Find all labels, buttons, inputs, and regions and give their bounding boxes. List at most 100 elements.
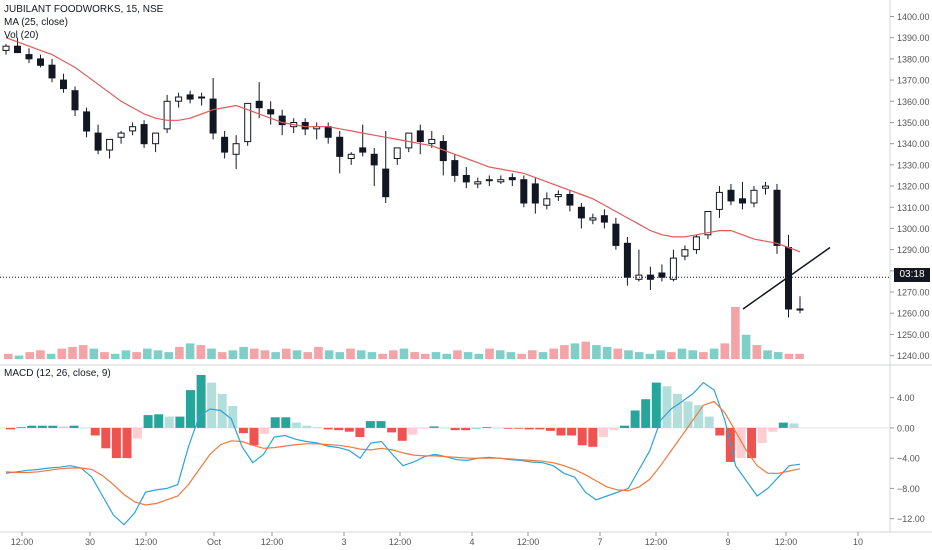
macd-histogram-bar xyxy=(567,427,577,436)
candle-up xyxy=(232,143,240,155)
macd-histogram-bar xyxy=(196,375,206,428)
candle-down xyxy=(71,90,79,111)
candle-down xyxy=(37,58,44,66)
volume-bar xyxy=(795,353,804,359)
time-axis-label: 3 xyxy=(341,537,346,547)
macd-histogram-bar xyxy=(334,427,344,431)
volume-bar xyxy=(560,345,569,359)
price-axis-label: 1400.00 xyxy=(897,12,930,22)
volume-bar xyxy=(346,348,355,359)
volume-bar xyxy=(431,352,441,359)
volume-bar xyxy=(389,350,398,359)
volume-bar xyxy=(656,350,665,359)
macd-histogram-bar xyxy=(207,382,217,428)
candle-up xyxy=(485,179,493,182)
macd-histogram-bar xyxy=(323,427,333,430)
candle-up xyxy=(163,100,171,130)
macd-histogram-bar xyxy=(355,427,365,437)
macd-legend: MACD (12, 26, close, 9) xyxy=(4,368,111,379)
macd-histogram-bar xyxy=(58,426,68,428)
volume-bar xyxy=(506,352,516,359)
volume-bar xyxy=(410,352,419,359)
macd-histogram-bar xyxy=(260,427,270,434)
volume-bar xyxy=(335,352,345,359)
volume-bar xyxy=(89,348,99,359)
volume-bar xyxy=(36,350,45,359)
price-axis-label: 1380.00 xyxy=(897,54,930,64)
volume-bar xyxy=(495,350,505,359)
macd-histogram-bar xyxy=(281,417,291,428)
candle-up xyxy=(129,126,137,132)
candle-up xyxy=(762,185,769,189)
ma-legend: MA (25, close) xyxy=(4,17,68,28)
macd-histogram-bar xyxy=(418,427,428,429)
macd-histogram-bar xyxy=(90,427,100,436)
price-axis-label: 1300.00 xyxy=(897,224,930,234)
macd-histogram-bar xyxy=(143,415,153,428)
volume-bar xyxy=(602,346,612,359)
macd-histogram-bar xyxy=(747,427,757,459)
macd-histogram-bar xyxy=(588,427,598,447)
volume-bar xyxy=(217,352,227,359)
volume-bar xyxy=(14,355,24,359)
candle-up xyxy=(635,274,643,280)
candle-up xyxy=(117,132,125,138)
volume-bar xyxy=(378,353,387,359)
volume-bar xyxy=(271,352,280,359)
macd-histogram-bar xyxy=(630,410,640,428)
macd-histogram-bar xyxy=(789,423,799,428)
vol-legend: Vol (20) xyxy=(4,30,39,41)
macd-histogram-bar xyxy=(101,427,111,449)
macd-histogram-bar xyxy=(27,425,37,428)
macd-histogram-bar xyxy=(122,427,132,459)
volume-bar xyxy=(292,350,302,359)
macd-histogram-bar xyxy=(80,427,90,429)
volume-bar xyxy=(581,341,590,359)
macd-histogram-bar xyxy=(37,425,47,428)
volume-bar xyxy=(763,350,772,359)
volume-bar xyxy=(421,353,430,359)
candle-down xyxy=(94,132,102,151)
volume-bar xyxy=(143,348,152,359)
macd-histogram-bar xyxy=(694,405,704,428)
macd-histogram-bar xyxy=(757,427,767,443)
candle-up xyxy=(497,179,505,183)
candle-down xyxy=(301,122,309,130)
macd-axis-label: −8.00 xyxy=(897,484,920,494)
volume-bar xyxy=(773,352,783,359)
time-axis-label: 4 xyxy=(469,537,474,547)
price-axis-label: 1340.00 xyxy=(897,139,930,149)
price-axis-label: 1250.00 xyxy=(897,330,930,340)
macd-line xyxy=(5,381,801,526)
candle-down xyxy=(60,79,67,90)
candle-down xyxy=(451,160,459,176)
volume-bar xyxy=(249,348,259,359)
candle-down xyxy=(600,215,608,223)
volume-bar xyxy=(592,345,601,359)
signal-line xyxy=(5,400,801,506)
volume-bar xyxy=(634,352,644,359)
candle-down xyxy=(359,147,367,153)
time-axis-label: 12:00 xyxy=(645,537,668,547)
candle-down xyxy=(727,189,735,202)
candle-up xyxy=(428,138,436,145)
price-axis-label: 1370.00 xyxy=(897,76,930,86)
macd-histogram-bar xyxy=(249,427,259,446)
candle-up xyxy=(669,257,677,280)
macd-histogram-bar xyxy=(514,427,524,429)
volume-bar xyxy=(570,343,580,359)
macd-histogram-bar xyxy=(313,427,322,428)
candle-down xyxy=(278,115,286,126)
macd-histogram-bar xyxy=(270,417,280,428)
macd-histogram-bar xyxy=(6,427,15,430)
candle-down xyxy=(370,153,378,166)
macd-histogram-bar xyxy=(493,427,502,429)
macd-histogram-bar xyxy=(471,427,481,429)
candle-up xyxy=(692,236,700,251)
price-axis-label: 1290.00 xyxy=(897,245,930,255)
candle-down xyxy=(186,94,194,100)
macd-histogram-bar xyxy=(673,393,682,428)
volume-bar xyxy=(324,350,334,359)
volume-bar xyxy=(121,350,131,359)
